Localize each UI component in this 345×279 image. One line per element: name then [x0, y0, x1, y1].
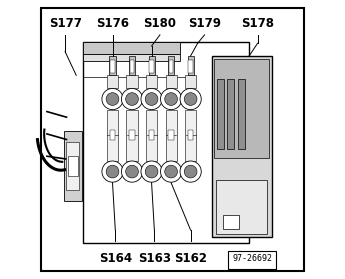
Bar	[188, 130, 194, 140]
Circle shape	[180, 88, 201, 110]
Circle shape	[145, 165, 158, 178]
Bar	[64, 131, 82, 201]
Bar	[148, 56, 155, 75]
Circle shape	[160, 161, 182, 182]
Bar	[228, 251, 276, 269]
Circle shape	[102, 88, 123, 110]
Text: S179: S179	[188, 17, 221, 30]
Circle shape	[184, 165, 197, 178]
Bar	[185, 110, 196, 161]
Bar	[149, 130, 154, 140]
Circle shape	[160, 88, 182, 110]
Bar	[168, 130, 174, 140]
Bar	[146, 110, 157, 161]
Text: S163: S163	[138, 252, 171, 265]
Text: S162: S162	[174, 252, 207, 265]
Circle shape	[165, 165, 177, 178]
Bar	[110, 130, 115, 140]
Bar	[109, 56, 116, 75]
Bar	[146, 75, 157, 88]
Circle shape	[121, 88, 142, 110]
Circle shape	[145, 93, 158, 105]
Circle shape	[126, 93, 138, 105]
Bar	[223, 215, 239, 229]
Text: 97-26692: 97-26692	[232, 254, 272, 263]
Circle shape	[126, 165, 138, 178]
Bar	[211, 56, 272, 237]
Bar	[214, 59, 269, 158]
Circle shape	[180, 161, 201, 182]
Bar	[217, 79, 224, 148]
Bar	[185, 75, 196, 88]
Bar	[168, 56, 174, 75]
Bar	[110, 60, 115, 73]
Circle shape	[102, 161, 123, 182]
Text: S176: S176	[96, 17, 129, 30]
Bar	[227, 79, 235, 148]
Text: S164: S164	[99, 252, 132, 265]
Bar	[169, 60, 173, 73]
Bar	[129, 130, 135, 140]
Circle shape	[165, 93, 177, 105]
Bar	[107, 75, 118, 88]
Bar	[129, 56, 135, 75]
Bar	[127, 110, 138, 161]
Bar	[83, 54, 179, 61]
Bar	[238, 79, 245, 148]
Text: S180: S180	[144, 17, 176, 30]
Bar	[68, 155, 78, 176]
Circle shape	[121, 161, 142, 182]
Bar	[130, 60, 134, 73]
Circle shape	[184, 93, 197, 105]
Circle shape	[106, 93, 119, 105]
Bar	[83, 42, 249, 243]
Text: S177: S177	[49, 17, 81, 30]
Bar	[127, 75, 138, 88]
Circle shape	[141, 88, 162, 110]
Circle shape	[106, 165, 119, 178]
Circle shape	[141, 161, 162, 182]
Bar	[83, 42, 179, 54]
Bar	[67, 142, 79, 190]
Bar	[166, 75, 177, 88]
Bar	[188, 60, 193, 73]
Text: S178: S178	[241, 17, 274, 30]
Bar	[107, 110, 118, 161]
Bar	[166, 110, 177, 161]
Bar	[188, 56, 194, 75]
Bar	[216, 180, 267, 234]
Bar	[149, 60, 154, 73]
